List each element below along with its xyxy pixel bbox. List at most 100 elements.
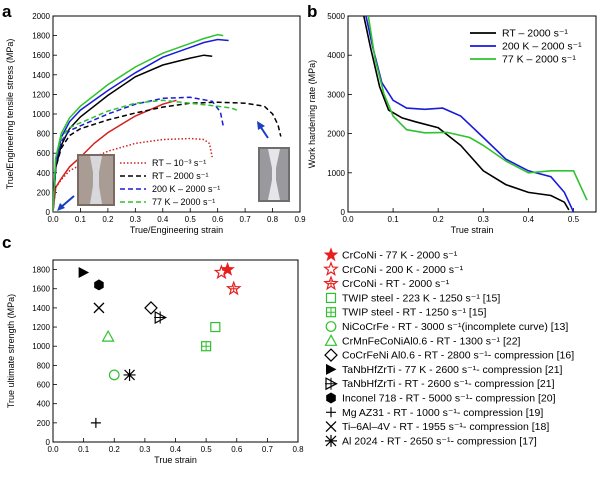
panel-label-a: a bbox=[2, 2, 12, 21]
x-tick-label: 0.2 bbox=[109, 445, 121, 454]
x-tick-label: 0.1 bbox=[78, 445, 90, 454]
x-tick-label: 0.9 bbox=[294, 215, 306, 224]
legend-marker-hexagon-filled bbox=[326, 392, 336, 404]
y-tick-label: 800 bbox=[37, 130, 51, 139]
y-tick-label: 1000 bbox=[32, 342, 50, 351]
legend-marker-star-filled bbox=[323, 247, 339, 262]
y-tick-label: 200 bbox=[37, 419, 51, 428]
x-tick-label: 0.0 bbox=[47, 215, 59, 224]
data-point-triangle-right-plus bbox=[154, 310, 167, 324]
y-axis-label: True/Engineering tensile stress (MPa) bbox=[5, 39, 15, 190]
y-tick-label: 200 bbox=[37, 188, 51, 197]
legend-label: CrCoNi - 200 K - 2000 s⁻¹ bbox=[342, 264, 464, 276]
y-tick-label: 1400 bbox=[32, 304, 50, 313]
x-axis-label: True/Engineering strain bbox=[130, 225, 223, 235]
x-tick-label: 0.7 bbox=[262, 445, 274, 454]
legend-marker-x bbox=[325, 421, 337, 433]
data-point-triangle-open bbox=[101, 329, 115, 342]
x-tick-label: 0.1 bbox=[388, 215, 400, 224]
x-axis-label: True strain bbox=[451, 225, 494, 235]
plot-frame bbox=[52, 259, 299, 443]
panel-a-stress-strain-chart: 0.0 0.1 0.2 0.3 0.4 0.5 0.6 0.7 0.8 0.9 0 200 400 600… bbox=[5, 12, 306, 235]
arrow-annotation-left bbox=[57, 195, 75, 211]
x-axis-label: True strain bbox=[154, 455, 197, 465]
legend-marker-triangle-right-filled bbox=[326, 363, 337, 375]
series-line-true bbox=[53, 33, 224, 212]
y-tick-label: 800 bbox=[37, 361, 51, 370]
legend-label: RT – 10⁻³ s⁻¹ bbox=[152, 158, 206, 168]
legend-label: Al 2024 - RT - 2650 s⁻¹- compression [17… bbox=[342, 435, 537, 447]
legend-label: RT – 2000 s⁻¹ bbox=[152, 171, 208, 181]
data-point-x bbox=[93, 302, 105, 314]
legend-label: TWIP steel - 223 K - 1250 s⁻¹ [15] bbox=[342, 292, 500, 304]
y-tick-label: 5000 bbox=[327, 12, 345, 21]
legend-marker-plus bbox=[326, 407, 336, 418]
legend-label: CrCoNi - 77 K - 2000 s⁻¹ bbox=[342, 250, 458, 262]
data-point-diamond-open bbox=[144, 301, 158, 315]
legend-label: 77 K – 2000 s⁻¹ bbox=[152, 197, 215, 207]
series-line-engineering bbox=[53, 99, 238, 212]
panel-label-b: b bbox=[307, 2, 317, 21]
y-tick-label: 1200 bbox=[32, 90, 50, 99]
x-tick-label: 0.3 bbox=[478, 215, 490, 224]
series-line bbox=[363, 16, 570, 211]
y-tick-label: 0 bbox=[46, 208, 51, 217]
y-tick-label: 400 bbox=[37, 169, 51, 178]
legend-label: CrMnFeCoNiAl0.6 - RT - 1300 s⁻¹ [22] bbox=[342, 335, 521, 347]
plot-frame bbox=[347, 15, 597, 213]
data-point-star-open bbox=[213, 264, 230, 280]
legend-marker-square-open bbox=[325, 292, 337, 303]
data-point-star-filled bbox=[220, 261, 235, 276]
legend-marker-diamond-open bbox=[324, 348, 338, 362]
x-tick-label: 0.6 bbox=[212, 215, 224, 224]
legend-label: NiCoCrFe - RT - 3000 s⁻¹(incomplete curv… bbox=[342, 321, 568, 333]
legend-marker-triangle-right-plus-cross bbox=[325, 377, 337, 390]
legend-marker-square-plus-cross bbox=[326, 307, 336, 317]
x-tick-label: 0.7 bbox=[240, 215, 252, 224]
x-tick-label: 0.2 bbox=[102, 215, 114, 224]
data-point-star-plus-cross bbox=[230, 285, 237, 292]
legend-marker-square-plus bbox=[325, 307, 337, 318]
legend-label: TWIP steel - RT - 1250 s⁻¹ [15] bbox=[342, 307, 487, 319]
y-tick-label: 0 bbox=[341, 208, 346, 217]
y-tick-label: 1800 bbox=[32, 32, 50, 41]
x-tick-label: 0.3 bbox=[139, 445, 151, 454]
x-tick-label: 0.5 bbox=[568, 215, 580, 224]
legend-marker-star-plus bbox=[323, 275, 339, 291]
legend-label: Mg AZ31 - RT - 1000 s⁻¹- compression [19… bbox=[342, 407, 543, 419]
data-point-triangle-right-filled bbox=[78, 266, 90, 278]
panel-label-c: c bbox=[2, 233, 11, 252]
y-tick-label: 600 bbox=[37, 149, 51, 158]
x-tick-label: 0.6 bbox=[231, 445, 243, 454]
y-axis-label: True ultimate strength (MPa) bbox=[6, 294, 16, 408]
legend-label: TaNbHfZrTi - RT - 2600 s⁻¹- compression … bbox=[342, 378, 555, 390]
x-tick-label: 0.3 bbox=[130, 215, 142, 224]
x-tick-label: 0.8 bbox=[292, 445, 304, 454]
legend-marker-asterisk bbox=[325, 434, 337, 447]
data-point-circle-open bbox=[108, 369, 120, 381]
panel-c-strength-scatter-chart: 0.0 0.1 0.2 0.3 0.4 0.5 0.6 0.7 0.8 0 200 400 600 800… bbox=[6, 247, 574, 465]
y-tick-label: 1200 bbox=[32, 323, 50, 332]
series-line-true bbox=[53, 54, 213, 212]
series-line bbox=[367, 16, 588, 201]
specimen-photo-after bbox=[258, 147, 290, 202]
legend-marker-triangle-right-plus bbox=[325, 377, 338, 391]
y-tick-label: 2000 bbox=[327, 130, 345, 139]
legend-marker-triangle-open bbox=[324, 334, 338, 346]
legend-label: 77 K – 2000 s⁻¹ bbox=[502, 54, 576, 66]
y-tick-label: 1400 bbox=[32, 71, 50, 80]
x-tick-label: 0.4 bbox=[523, 215, 535, 224]
y-tick-label: 1600 bbox=[32, 285, 50, 294]
legend-marker-circle-open bbox=[325, 321, 337, 332]
legend-label: CrCoNi - RT - 2000 s⁻¹ bbox=[342, 278, 450, 290]
series-line-engineering bbox=[53, 101, 282, 212]
legend-label: CoCrFeNi Al0.6 - RT - 2800 s⁻¹- compress… bbox=[342, 350, 574, 362]
x-tick-label: 0.0 bbox=[342, 215, 354, 224]
x-tick-label: 0.8 bbox=[267, 215, 279, 224]
panel-b-work-hardening-chart: 0.0 0.1 0.2 0.3 0.4 0.5 0 1000 2000 3000 4000 5000 T… bbox=[307, 12, 597, 235]
y-tick-label: 2000 bbox=[32, 12, 50, 21]
x-tick-label: 0.2 bbox=[433, 215, 445, 224]
legend-marker-star-plus-cross bbox=[327, 280, 335, 287]
legend-label: Ti–6Al–4V - RT - 1955 s⁻¹- compression [… bbox=[342, 421, 549, 433]
data-point-star-plus bbox=[225, 280, 242, 296]
